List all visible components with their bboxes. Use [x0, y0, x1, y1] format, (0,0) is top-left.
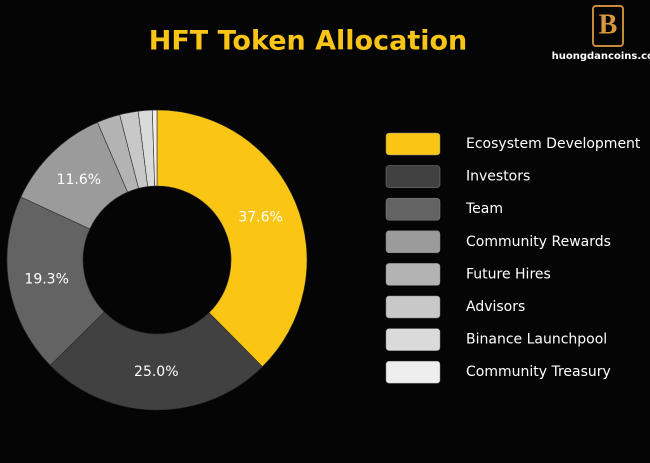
logo-frame [592, 5, 624, 47]
legend: Ecosystem Development Investors Team Commun… [385, 132, 641, 384]
donut: 37.6% 25.0% 19.3% 11.6% [6, 109, 308, 411]
slice [49, 311, 263, 411]
legend-swatch [385, 132, 441, 156]
watermark: huongdancoins.com [552, 51, 650, 62]
legend-label: Advisors [466, 299, 525, 315]
data-label: 25.0% [134, 364, 178, 380]
legend-label: Ecosystem Development [466, 136, 641, 152]
legend-swatch [385, 197, 441, 221]
data-label: 11.6% [57, 172, 101, 188]
legend-label: Binance Launchpool [466, 332, 607, 348]
legend-label: Team [465, 201, 503, 217]
legend-swatch [385, 263, 441, 286]
legend-swatch [385, 165, 441, 188]
legend-label: Community Treasury [466, 364, 611, 380]
chart-title: HFT Token Allocation [149, 26, 468, 57]
data-label: 37.6% [238, 209, 282, 225]
slice [151, 109, 158, 187]
logo-letter: B [599, 9, 618, 40]
legend-label: Future Hires [466, 266, 551, 282]
legend-label: Community Rewards [466, 234, 611, 250]
logo: B [592, 5, 624, 47]
legend-swatch [385, 230, 441, 254]
slice [6, 196, 105, 366]
legend-swatch [385, 328, 441, 351]
legend-swatch [385, 295, 441, 319]
legend-label: Investors [466, 169, 530, 185]
legend-swatch [385, 360, 441, 384]
slice [156, 109, 308, 368]
data-label: 19.3% [24, 271, 68, 287]
